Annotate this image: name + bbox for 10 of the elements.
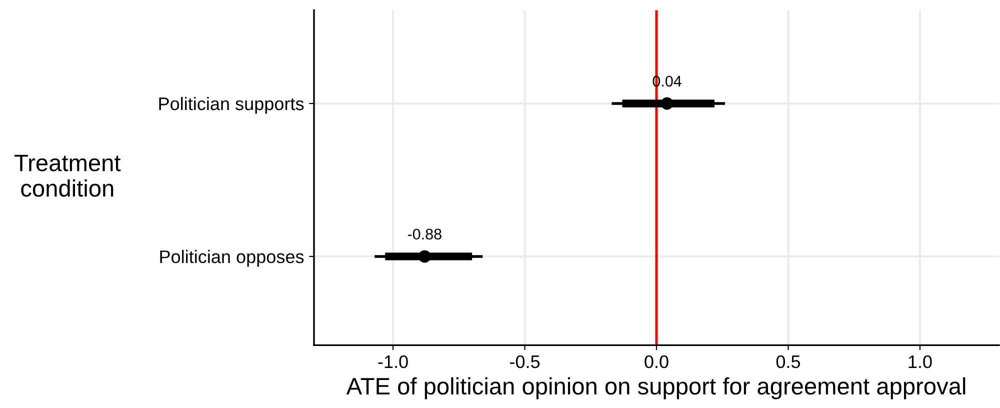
y-axis-title: Treatment condition — [14, 154, 121, 197]
x-axis-title: ATE of politician opinion on support for agreement approval — [346, 377, 966, 400]
x-tick-label: 1.0 — [908, 355, 932, 368]
data-label: -0.88 — [408, 228, 442, 240]
x-tick-label: 0.0 — [644, 355, 668, 368]
x-tick-label: -1.0 — [378, 355, 408, 368]
y-tick-label: Politician opposes — [160, 250, 304, 267]
y-tick-label: Politician supports — [159, 96, 304, 114]
x-tick-label: -0.5 — [510, 355, 540, 368]
x-tick-label: 0.5 — [776, 355, 800, 368]
